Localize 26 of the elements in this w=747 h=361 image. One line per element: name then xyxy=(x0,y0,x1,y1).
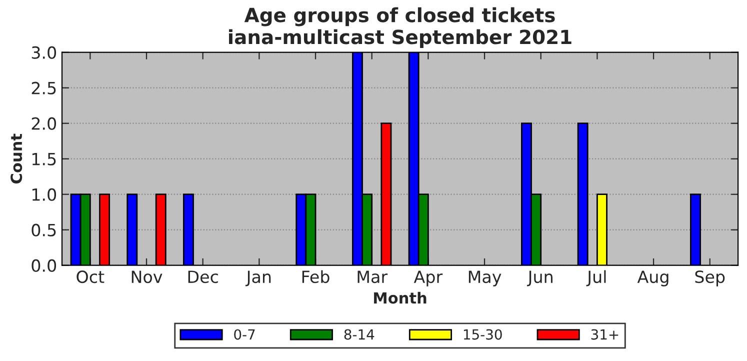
x-tick-label: Feb xyxy=(302,270,330,284)
x-tick-label: Jan xyxy=(245,270,271,286)
x-tick-label: Sep xyxy=(695,270,725,286)
legend-label: 0-7 xyxy=(234,329,255,340)
x-tick-label: Mar xyxy=(358,270,388,284)
x-tick-label: Jul xyxy=(586,270,606,286)
x-tick-label: Oct xyxy=(76,270,104,284)
y-tick-label: 1.0 xyxy=(32,188,56,201)
x-tick-label: Aug xyxy=(637,270,668,286)
x-tick-label: Nov xyxy=(132,270,162,284)
y-tick-label: 2.5 xyxy=(32,82,56,94)
y-tick-label: 0.0 xyxy=(32,259,56,272)
y-axis-title: Count xyxy=(10,134,22,184)
x-tick-label: Dec xyxy=(188,270,218,284)
y-tick-label: 3.0 xyxy=(32,46,56,59)
y-tick-label: 1.5 xyxy=(32,153,56,166)
chart-title: Age groups of closed tickets iana-multicast September 2021 xyxy=(229,7,572,48)
x-axis-title: Month xyxy=(374,292,426,304)
x-tick-label: May xyxy=(468,270,502,286)
y-tick-label: 2.0 xyxy=(32,117,56,130)
y-tick-label: 0.5 xyxy=(32,224,56,236)
legend-label: 15-30 xyxy=(464,329,502,340)
legend-label: 8-14 xyxy=(344,329,374,340)
x-tick-label: Apr xyxy=(414,270,443,286)
legend-label: 31+ xyxy=(591,329,618,340)
x-tick-label: Jun xyxy=(526,270,552,286)
